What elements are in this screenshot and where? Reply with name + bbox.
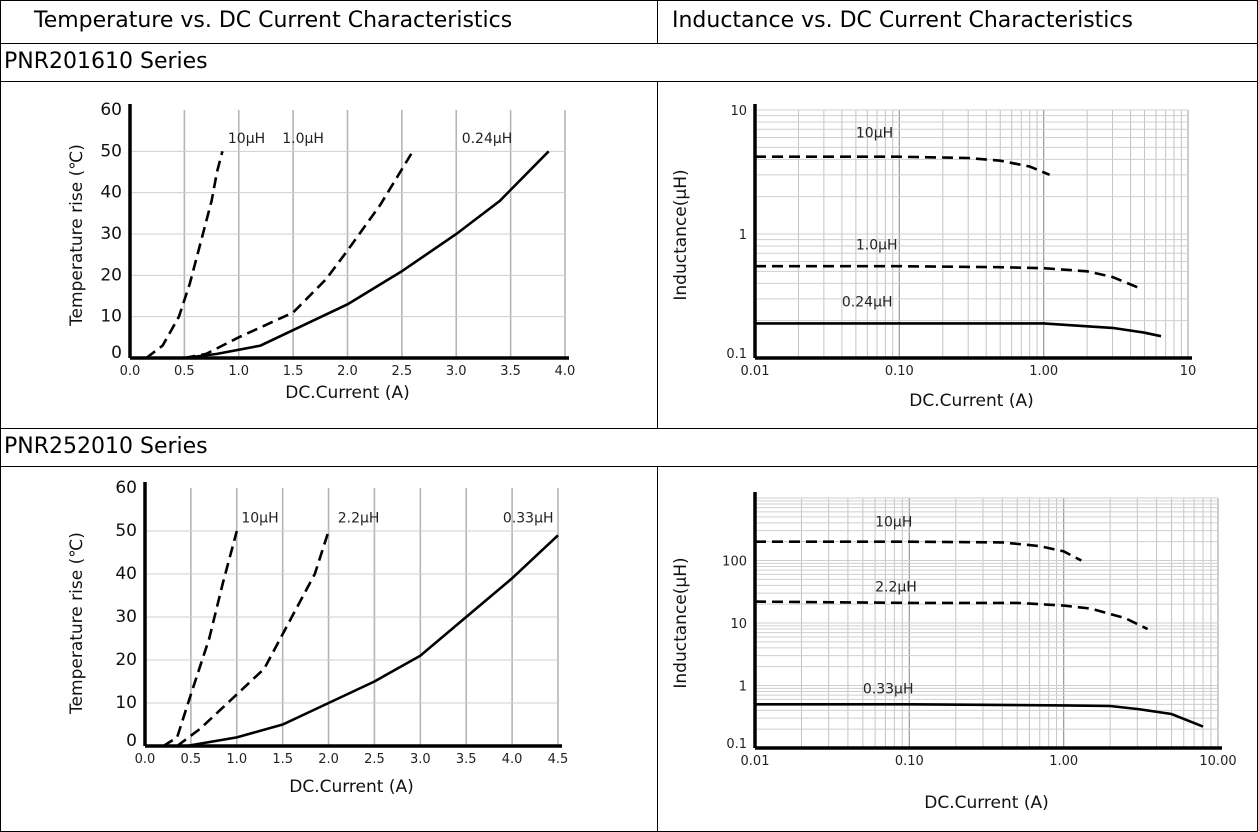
- series-line: [755, 264, 1139, 289]
- x-tick-label: 2.5: [392, 364, 413, 379]
- series-label: 10μH: [875, 514, 912, 530]
- table-border-top: [0, 0, 1258, 1]
- y-axis-label: Inductance(μH): [671, 169, 691, 300]
- x-tick-label: 1.5: [272, 752, 293, 767]
- series-label: 10μH: [228, 131, 265, 147]
- y-tick-label: 30: [100, 224, 122, 244]
- y-axis-label: Inductance(μH): [671, 557, 691, 688]
- series-label: 1.0μH: [856, 237, 898, 253]
- y-tick-label: 60: [100, 100, 122, 120]
- x-tick-label: 1.5: [283, 364, 304, 379]
- y-tick-label: 1: [739, 680, 747, 695]
- series-label: 0.33μH: [863, 681, 914, 697]
- series-label: 10μH: [241, 510, 278, 526]
- table-row-divider: [0, 81, 1258, 82]
- series-line: [755, 155, 1051, 176]
- series-label: 2.2μH: [338, 510, 380, 526]
- table-col-divider: [657, 466, 658, 832]
- x-tick-label: 1.00: [1029, 364, 1058, 379]
- y-tick-label: 0.1: [726, 737, 747, 752]
- x-tick-label: 0.0: [120, 364, 141, 379]
- table-row-divider: [0, 428, 1258, 429]
- y-tick-label: 40: [100, 183, 122, 203]
- series-line: [186, 534, 559, 748]
- x-tick-label: 0.5: [181, 752, 202, 767]
- chart-ind-pnr201610: 0.01 0.10 1.00 10 0.1 1 10 DC.Current (A) Induct…: [671, 104, 1197, 411]
- x-axis-label: DC.Current (A): [289, 777, 414, 797]
- y-tick-label: 0: [111, 343, 122, 363]
- x-tick-label: 3.5: [456, 752, 477, 767]
- y-tick-label: 20: [100, 265, 122, 285]
- y-axis-label: Temperature rise (℃): [67, 532, 87, 715]
- y-axis-label: Temperature rise (℃): [67, 144, 87, 327]
- series-line: [754, 600, 1149, 631]
- table-row-divider: [0, 466, 1258, 467]
- series-label: 0.33μH: [503, 510, 554, 526]
- y-tick-label: 60: [115, 478, 137, 498]
- y-tick-label: 0.1: [726, 347, 747, 362]
- series-line: [755, 322, 1162, 338]
- x-tick-label: 0.01: [741, 364, 770, 379]
- table-col-divider: [657, 81, 658, 428]
- x-tick-label: 2.0: [318, 752, 339, 767]
- chart-ind-pnr252010: 0.01 0.10 1.00 10.00 0.1 1 10 100 DC.Current (A)…: [671, 492, 1237, 813]
- section-title-pnr201610: PNR201610 Series: [4, 49, 208, 74]
- y-tick-label: 100: [722, 555, 747, 570]
- series-line: [145, 150, 224, 360]
- x-axis-label: DC.Current (A): [924, 793, 1049, 813]
- series-label: 2.2μH: [875, 579, 917, 595]
- x-tick-label: 3.0: [446, 364, 467, 379]
- header-temperature: Temperature vs. DC Current Characteristi…: [34, 8, 513, 33]
- x-tick-label: 10: [1180, 364, 1197, 379]
- y-tick-label: 0: [126, 731, 137, 751]
- x-tick-label: 1.0: [226, 752, 247, 767]
- x-tick-label: 0.0: [135, 752, 156, 767]
- header-inductance: Inductance vs. DC Current Characteristic…: [672, 8, 1133, 33]
- chart-temp-pnr201610: 0.0 0.5 1.0 1.5 2.0 2.5 3.0 3.5 4.0 0 10 20 30 40 50 60…: [67, 100, 576, 403]
- y-tick-label: 10: [115, 693, 137, 713]
- series-line: [176, 530, 330, 748]
- section-title-pnr252010: PNR252010 Series: [4, 434, 208, 459]
- x-axis-label: DC.Current (A): [285, 383, 410, 403]
- x-tick-label: 0.10: [885, 364, 914, 379]
- series-label: 0.24μH: [462, 131, 513, 147]
- x-tick-label: 0.10: [895, 754, 924, 769]
- x-tick-label: 4.0: [502, 752, 523, 767]
- y-tick-label: 50: [100, 141, 122, 161]
- y-tick-label: 40: [115, 564, 137, 584]
- y-tick-label: 30: [115, 607, 137, 627]
- x-tick-label: 1.0: [228, 364, 249, 379]
- x-tick-label: 0.01: [741, 754, 770, 769]
- series-label: 0.24μH: [842, 295, 893, 311]
- x-axis-label: DC.Current (A): [909, 391, 1034, 411]
- x-tick-label: 4.0: [555, 364, 576, 379]
- series-label: 1.0μH: [282, 131, 324, 147]
- y-tick-label: 10: [730, 104, 747, 119]
- table-col-divider: [657, 0, 658, 43]
- y-tick-label: 50: [115, 521, 137, 541]
- series-line: [162, 530, 239, 748]
- series-label: 10μH: [856, 126, 893, 142]
- series-line: [184, 150, 414, 360]
- y-tick-label: 10: [730, 617, 747, 632]
- x-tick-label: 3.5: [500, 364, 521, 379]
- x-tick-label: 2.0: [337, 364, 358, 379]
- series-line: [755, 540, 1082, 562]
- y-tick-label: 1: [739, 228, 747, 243]
- table-row-divider: [0, 43, 1258, 44]
- x-tick-label: 1.00: [1049, 754, 1078, 769]
- chart-temp-pnr252010: 0.0 0.5 1.0 1.5 2.0 2.5 3.0 3.5 4.0 4.5 0 10 20 30 40 5…: [67, 478, 569, 797]
- x-tick-label: 4.5: [548, 752, 569, 767]
- x-tick-label: 3.0: [410, 752, 431, 767]
- x-tick-label: 2.5: [364, 752, 385, 767]
- series-line: [755, 703, 1204, 728]
- x-tick-label: 10.00: [1199, 754, 1236, 769]
- series-line: [184, 150, 550, 360]
- y-tick-label: 20: [115, 650, 137, 670]
- table-border-left: [0, 0, 1, 832]
- y-tick-label: 10: [100, 307, 122, 327]
- x-tick-label: 0.5: [174, 364, 195, 379]
